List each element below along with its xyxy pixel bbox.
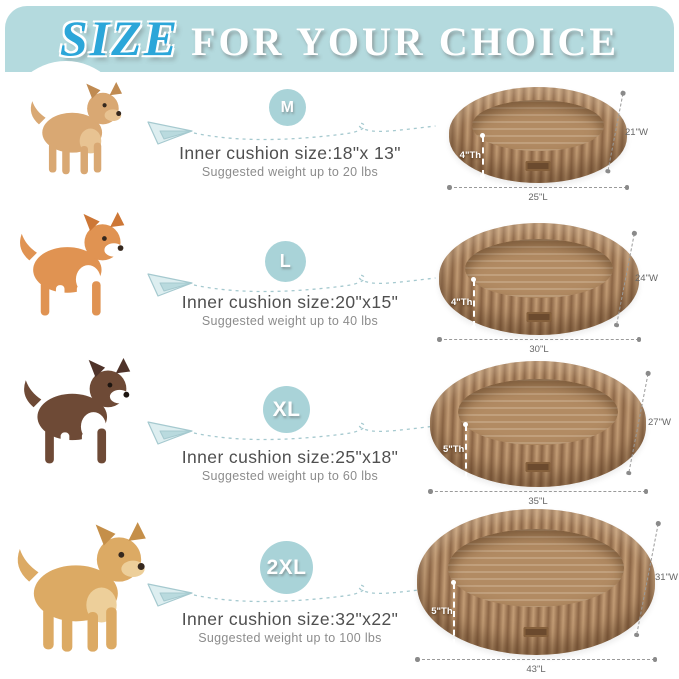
suggested-weight-text: Suggested weight up to 20 lbs <box>201 165 379 179</box>
length-label: 43"L <box>526 664 546 675</box>
size-row-2xl: 2XL Inner cushion size:32"x22" Suggested… <box>0 505 679 676</box>
length-label: 25"L <box>528 192 548 203</box>
thickness-label: 4"Th <box>459 150 482 162</box>
page-title: SIZE FOR YOUR CHOICE <box>5 6 674 76</box>
width-line-icon <box>607 93 624 171</box>
bed-brand-tag <box>526 311 552 322</box>
length-dimension: 43"L <box>415 657 657 677</box>
bed-inner-cushion <box>465 238 613 299</box>
width-dimension: 31"W <box>636 523 679 635</box>
bed-inner-cushion <box>458 378 618 446</box>
thickness-arrow-icon <box>471 277 476 331</box>
width-line-icon <box>628 373 649 473</box>
length-dimension: 30"L <box>437 337 641 357</box>
header-banner: SIZE FOR YOUR CHOICE <box>5 6 674 72</box>
thickness-arrow-icon <box>479 132 485 180</box>
thickness-arrow-icon <box>451 580 457 649</box>
thickness-dimension: 5"Th <box>442 422 479 482</box>
size-badge: L <box>265 241 306 282</box>
dog-icon <box>30 81 123 175</box>
suggested-weight-text: Suggested weight up to 60 lbs <box>201 469 379 483</box>
thickness-label: 5"Th <box>431 605 453 617</box>
bed-brand-tag <box>525 461 551 472</box>
bed-illustration: 4"Th 21"W 25"L <box>447 85 679 207</box>
bed-inner-cushion <box>472 100 604 152</box>
width-label: 24"W <box>635 273 658 285</box>
width-label: 27"W <box>648 417 671 428</box>
cushion-size-text: Inner cushion size:18"x 13" <box>179 143 401 163</box>
width-line-icon <box>616 233 635 325</box>
dog-icon <box>17 522 146 652</box>
bed-brand-tag <box>523 627 549 638</box>
length-line-icon <box>447 185 629 190</box>
length-label: 30"L <box>529 344 549 355</box>
length-dimension: 25"L <box>447 185 629 205</box>
paper-plane-doodle-icon <box>147 583 436 607</box>
bed-illustration: 5"Th 31"W 43"L <box>415 507 679 679</box>
suggested-weight-text: Suggested weight up to 40 lbs <box>201 314 379 328</box>
dog-photo-golden-retriever <box>8 521 160 661</box>
size-row-xl: XL Inner cushion size:25"x18" Suggested … <box>0 355 679 507</box>
paper-plane-doodle-icon <box>147 121 436 145</box>
bed-illustration: 4"Th 24"W 30"L <box>437 221 679 359</box>
thickness-dimension: 4"Th <box>459 132 496 180</box>
cushion-size-text: Inner cushion size:32"x22" <box>181 609 399 629</box>
bed-bolster: 5"Th <box>430 361 646 487</box>
bed-inner-cushion <box>447 529 625 607</box>
width-dimension: 21"W <box>607 93 669 171</box>
thickness-dimension: 5"Th <box>431 580 467 649</box>
cushion-size-text: Inner cushion size:20"x15" <box>181 292 399 312</box>
length-line-icon <box>437 337 641 342</box>
length-dimension: 35"L <box>428 489 648 509</box>
width-label: 31"W <box>655 572 678 584</box>
width-dimension: 24"W <box>616 233 677 325</box>
size-badge: 2XL <box>260 541 313 594</box>
dog-photo-border-collie <box>16 357 142 473</box>
length-line-icon <box>428 489 648 494</box>
dog-photo-corgi <box>12 211 136 325</box>
length-label: 35"L <box>528 496 548 507</box>
thickness-arrow-icon <box>462 422 468 482</box>
thickness-label: 4"Th <box>451 297 473 309</box>
size-row-m: M Inner cushion size:18"x 13" Suggested … <box>0 61 679 207</box>
dog-icon <box>20 211 125 318</box>
paper-plane-doodle-icon <box>147 421 436 445</box>
dog-icon <box>24 357 131 466</box>
size-badge: XL <box>263 386 310 433</box>
bed-bolster: 4"Th <box>439 223 639 335</box>
dog-photo-toy-poodle <box>24 81 132 181</box>
thickness-label: 5"Th <box>442 444 465 456</box>
width-dimension: 27"W <box>628 373 679 473</box>
paper-plane-doodle-icon <box>147 273 436 297</box>
size-badge: M <box>269 89 306 126</box>
size-row-l: L Inner cushion size:20"x15" Suggested w… <box>0 205 679 355</box>
suggested-weight-text: Suggested weight up to 100 lbs <box>198 631 382 645</box>
title-highlight: SIZE <box>59 10 180 66</box>
bed-bolster: 4"Th <box>449 87 627 183</box>
cushion-size-text: Inner cushion size:25"x18" <box>181 447 399 467</box>
length-line-icon <box>415 657 657 662</box>
bed-bolster: 5"Th <box>417 509 655 655</box>
title-rest: FOR YOUR CHOICE <box>191 19 620 64</box>
bed-brand-tag <box>525 161 551 172</box>
width-label: 21"W <box>625 127 648 139</box>
thickness-dimension: 4"Th <box>451 277 487 331</box>
bed-illustration: 5"Th 27"W 35"L <box>428 359 679 511</box>
